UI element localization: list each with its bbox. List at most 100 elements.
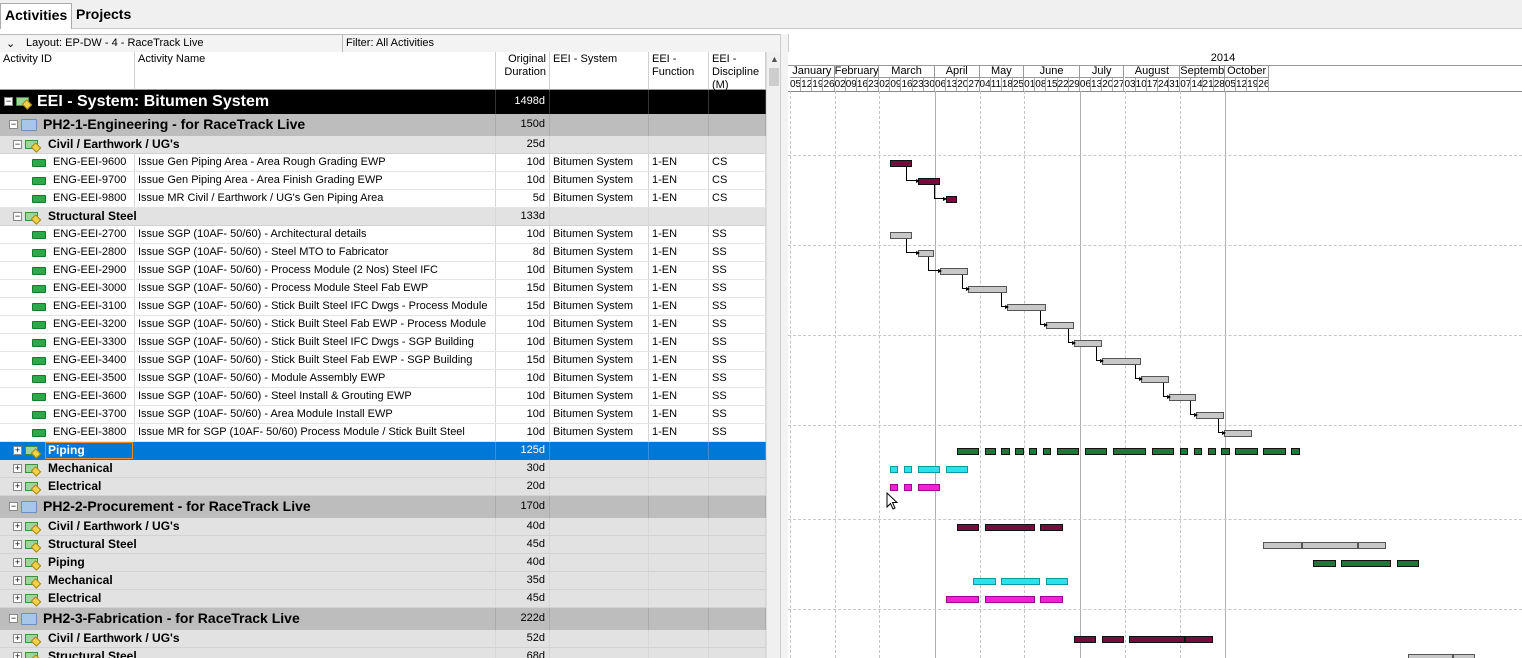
col-header-eei-discipline[interactable]: EEI - Discipline (M)	[709, 52, 766, 91]
gantt-bar[interactable]	[889, 484, 899, 491]
gantt-bar[interactable]	[1397, 560, 1420, 567]
expand-icon[interactable]: +	[13, 463, 22, 473]
gantt-bar[interactable]	[917, 466, 940, 473]
gantt-bar[interactable]	[1001, 578, 1041, 585]
gantt-bar[interactable]	[956, 524, 979, 531]
expand-icon[interactable]: +	[13, 557, 22, 567]
collapse-icon[interactable]: −	[9, 501, 18, 511]
gantt-bar[interactable]	[1196, 412, 1225, 419]
gantt-bar[interactable]	[1168, 394, 1197, 401]
table-row[interactable]: ENG-EEI-9700 Issue Gen Piping Area - Area…	[0, 172, 766, 190]
gantt-bar[interactable]	[1045, 322, 1074, 329]
gantt-bar[interactable]	[1302, 542, 1359, 549]
gantt-bar[interactable]	[1313, 560, 1336, 567]
wbs-row[interactable]: − PH2-2-Procurement - for RaceTrack Live 1…	[0, 496, 766, 518]
gantt-bar[interactable]	[1179, 448, 1188, 455]
table-row[interactable]: ENG-EEI-3300 Issue SGP (10AF- 50/60) - St…	[0, 334, 766, 352]
gantt-bar[interactable]	[1263, 448, 1286, 455]
gantt-bar[interactable]	[1291, 448, 1300, 455]
gantt-bar[interactable]	[1015, 448, 1024, 455]
gantt-bar[interactable]	[984, 448, 996, 455]
wbs-row[interactable]: + Mechanical 30d	[0, 460, 766, 478]
gantt-bar[interactable]	[1001, 448, 1010, 455]
wbs-row[interactable]: − PH2-3-Fabrication - for RaceTrack Live 2…	[0, 608, 766, 630]
col-header-original-duration[interactable]: Original Duration	[496, 52, 550, 90]
table-row[interactable]: ENG-EEI-9600 Issue Gen Piping Area - Area…	[0, 154, 766, 172]
layout-label[interactable]: Layout: EP-DW - 4 - RaceTrack Live	[26, 37, 204, 49]
gantt-bar[interactable]	[984, 524, 1035, 531]
wbs-row[interactable]: + Electrical 20d	[0, 478, 766, 496]
expand-icon[interactable]: +	[13, 575, 22, 585]
chevron-down-icon[interactable]: ⌄	[6, 38, 16, 50]
gantt-bar[interactable]	[889, 466, 899, 473]
wbs-row[interactable]: + Mechanical 35d	[0, 572, 766, 590]
gantt-bar[interactable]	[1129, 636, 1186, 643]
gantt-bar[interactable]	[967, 286, 1007, 293]
gantt-bar[interactable]	[1084, 448, 1108, 455]
gantt-bar[interactable]	[917, 178, 940, 185]
gantt-bar[interactable]	[1140, 376, 1169, 383]
tab-activities[interactable]: Activities	[0, 3, 73, 29]
gantt-bar[interactable]	[903, 484, 913, 491]
gantt-bar[interactable]	[889, 232, 913, 239]
table-row[interactable]: ENG-EEI-3500 Issue SGP (10AF- 50/60) - Mo…	[0, 370, 766, 388]
expand-icon[interactable]: +	[13, 481, 22, 491]
wbs-row[interactable]: + Structural Steel 68d	[0, 648, 766, 658]
gantt-bar[interactable]	[1193, 448, 1202, 455]
gantt-bar[interactable]	[1221, 448, 1230, 455]
expand-icon[interactable]: +	[13, 521, 22, 531]
table-row[interactable]: ENG-EEI-3800 Issue MR for SGP (10AF- 50/6…	[0, 424, 766, 442]
collapse-icon[interactable]: −	[13, 139, 22, 149]
scrollbar-thumb[interactable]	[769, 68, 779, 86]
gantt-bar[interactable]	[1073, 636, 1097, 643]
expand-icon[interactable]: +	[13, 633, 22, 643]
gantt-bar[interactable]	[984, 596, 1035, 603]
gantt-bar[interactable]	[1408, 654, 1453, 658]
table-row[interactable]: ENG-EEI-2900 Issue SGP (10AF- 50/60) - Pr…	[0, 262, 766, 280]
expand-icon[interactable]: +	[13, 652, 22, 658]
gantt-bar[interactable]	[1101, 636, 1124, 643]
table-row[interactable]: ENG-EEI-9800 Issue MR Civil / Earthwork /…	[0, 190, 766, 208]
gantt-bar[interactable]	[1040, 596, 1063, 603]
gantt-bar[interactable]	[945, 466, 968, 473]
gantt-bar[interactable]	[1224, 430, 1253, 437]
gantt-bar[interactable]	[1358, 542, 1386, 549]
gantt-bar[interactable]	[917, 484, 940, 491]
tab-projects[interactable]: Projects	[76, 6, 132, 22]
gantt-bar[interactable]	[1045, 578, 1069, 585]
wbs-row[interactable]: − EEI - System: Bitumen System 1498d	[0, 90, 766, 114]
expand-icon[interactable]: +	[13, 593, 22, 603]
table-row[interactable]: ENG-EEI-2800 Issue SGP (10AF- 50/60) - St…	[0, 244, 766, 262]
gantt-bar[interactable]	[1101, 358, 1141, 365]
collapse-icon[interactable]: −	[4, 96, 13, 106]
gantt-bar[interactable]	[1207, 448, 1216, 455]
collapse-icon[interactable]: −	[13, 211, 22, 221]
table-row[interactable]: ENG-EEI-2700 Issue SGP (10AF- 50/60) - Ar…	[0, 226, 766, 244]
col-header-activity-id[interactable]: Activity ID	[0, 52, 135, 90]
gantt-bar[interactable]	[1073, 340, 1102, 347]
table-row[interactable]: ENG-EEI-3600 Issue SGP (10AF- 50/60) - St…	[0, 388, 766, 406]
expand-icon[interactable]: +	[13, 539, 22, 549]
table-row-selected[interactable]: + Piping 125d	[0, 442, 766, 460]
wbs-row[interactable]: + Electrical 45d	[0, 590, 766, 608]
vertical-scrollbar[interactable]: ▲	[766, 52, 781, 658]
gantt-bar[interactable]	[1057, 448, 1080, 455]
gantt-bar[interactable]	[945, 596, 979, 603]
gantt-bar[interactable]	[1040, 524, 1063, 531]
gantt-bar[interactable]	[1185, 636, 1214, 643]
gantt-bar[interactable]	[956, 448, 979, 455]
filter-label[interactable]: Filter: All Activities	[346, 37, 435, 49]
wbs-row[interactable]: + Civil / Earthwork / UG's 52d	[0, 630, 766, 648]
table-row[interactable]: ENG-EEI-3100 Issue SGP (10AF- 50/60) - St…	[0, 298, 766, 316]
col-header-eei-system[interactable]: EEI - System	[550, 52, 649, 90]
gantt-bar[interactable]	[1452, 654, 1476, 658]
wbs-row[interactable]: + Civil / Earthwork / UG's 40d	[0, 518, 766, 536]
wbs-row[interactable]: − Civil / Earthwork / UG's 25d	[0, 136, 766, 154]
table-row[interactable]: ENG-EEI-3700 Issue SGP (10AF- 50/60) - Ar…	[0, 406, 766, 424]
gantt-bar[interactable]	[973, 578, 996, 585]
gantt-bar[interactable]	[1112, 448, 1147, 455]
gantt-bar[interactable]	[1235, 448, 1258, 455]
scroll-up-icon[interactable]: ▲	[770, 54, 779, 64]
gantt-bar[interactable]	[1263, 542, 1303, 549]
expand-icon[interactable]: +	[13, 445, 22, 455]
